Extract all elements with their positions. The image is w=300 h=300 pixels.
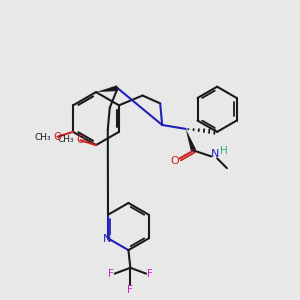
Text: F: F — [108, 269, 114, 279]
Text: O: O — [53, 132, 61, 142]
Polygon shape — [186, 129, 196, 152]
Text: CH₃: CH₃ — [34, 133, 51, 142]
Polygon shape — [96, 85, 118, 92]
Text: N: N — [103, 234, 111, 244]
Text: H: H — [220, 146, 228, 157]
Text: O: O — [170, 156, 179, 166]
Text: N: N — [211, 149, 219, 159]
Text: F: F — [128, 285, 133, 296]
Text: O: O — [76, 135, 84, 145]
Text: CH₃: CH₃ — [57, 135, 74, 144]
Text: F: F — [147, 269, 153, 279]
